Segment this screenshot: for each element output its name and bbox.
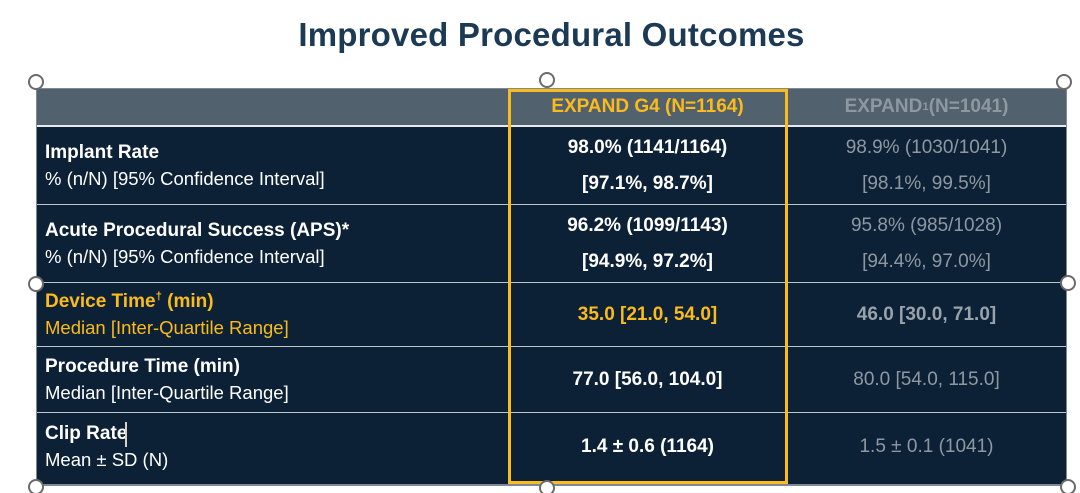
- resize-handle-bottom-right[interactable]: [1060, 479, 1076, 493]
- resize-handle-top-center[interactable]: [539, 72, 555, 88]
- header-expand-base: EXPAND: [844, 96, 923, 117]
- cell-expand-g4-value[interactable]: 1.4 ± 0.6 (1164): [581, 436, 714, 457]
- cell-expand-value[interactable]: 1.5 ± 0.1 (1041): [859, 436, 994, 457]
- cell-expand-g4-value[interactable]: 98.0% (1141/1164) [97.1%, 98.7%]: [567, 136, 728, 194]
- cell-expand-value[interactable]: 80.0 [54.0, 115.0]: [853, 368, 1000, 390]
- table-header-row: EXPAND G4 (N=1164) EXPAND 1 (N=1041): [37, 89, 1066, 127]
- metric-subtitle: Median [Inter-Quartile Range]: [45, 316, 289, 338]
- cell-expand-g4-value[interactable]: 96.2% (1099/1143) [94.9%, 97.2%]: [567, 214, 728, 272]
- header-cell-expand-g4[interactable]: EXPAND G4 (N=1164): [551, 96, 744, 117]
- metric-name: Device Time† (min): [45, 290, 214, 312]
- table-row-clip-rate: Clip Rate Mean ± SD (N) 1.4 ± 0.6 (1164)…: [37, 412, 1066, 481]
- table-row-device-time: Device Time† (min) Median [Inter-Quartil…: [37, 282, 1066, 346]
- resize-handle-bottom-left[interactable]: [28, 479, 44, 493]
- outcomes-table[interactable]: EXPAND G4 (N=1164) EXPAND 1 (N=1041) Impl…: [36, 88, 1067, 486]
- cell-metric[interactable]: Procedure Time (min) Median [Inter-Quart…: [37, 347, 508, 412]
- resize-handle-top-right[interactable]: [1056, 74, 1072, 90]
- header-cell-metric[interactable]: [37, 89, 508, 125]
- cell-expand-value[interactable]: 95.8% (985/1028) [94.4%, 97.0%]: [850, 214, 1003, 272]
- metric-name: Acute Procedural Success (APS)*: [45, 219, 350, 241]
- metric-subtitle: Median [Inter-Quartile Range]: [45, 381, 289, 403]
- cell-metric[interactable]: Clip Rate Mean ± SD (N): [37, 413, 508, 481]
- metric-subtitle: Mean ± SD (N): [45, 449, 169, 470]
- metric-subtitle: % (n/N) [95% Confidence Interval]: [45, 167, 325, 189]
- metric-name: Clip Rate: [45, 423, 128, 444]
- header-expand-n: (N=1041): [928, 96, 1009, 117]
- text-cursor-caret: [125, 422, 127, 447]
- table-row-implant-rate: Implant Rate % (n/N) [95% Confidence Int…: [37, 127, 1066, 204]
- cell-expand-g4-value[interactable]: 35.0 [21.0, 54.0]: [577, 303, 718, 325]
- resize-handle-middle-right[interactable]: [1060, 275, 1076, 291]
- cell-expand-value[interactable]: 98.9% (1030/1041) [98.1%, 99.5%]: [845, 136, 1008, 194]
- resize-handle-middle-left[interactable]: [28, 276, 44, 292]
- cell-expand-value[interactable]: 46.0 [30.0, 71.0]: [856, 303, 997, 325]
- slide-title[interactable]: Improved Procedural Outcomes: [298, 16, 805, 53]
- resize-handle-top-left[interactable]: [28, 74, 44, 90]
- cell-metric[interactable]: Device Time† (min) Median [Inter-Quartil…: [37, 283, 508, 346]
- cell-expand-g4-value[interactable]: 77.0 [56.0, 104.0]: [572, 368, 723, 390]
- table-row-acute-procedural-success: Acute Procedural Success (APS)* % (n/N) …: [37, 204, 1066, 282]
- metric-subtitle: % (n/N) [95% Confidence Interval]: [45, 245, 325, 267]
- metric-name: Implant Rate: [45, 141, 160, 163]
- resize-handle-bottom-center[interactable]: [539, 480, 555, 493]
- cell-metric[interactable]: Implant Rate % (n/N) [95% Confidence Int…: [37, 127, 508, 204]
- header-cell-expand[interactable]: EXPAND 1 (N=1041): [844, 96, 1009, 117]
- cell-metric[interactable]: Acute Procedural Success (APS)* % (n/N) …: [37, 205, 508, 282]
- table-row-procedure-time: Procedure Time (min) Median [Inter-Quart…: [37, 346, 1066, 412]
- metric-name: Procedure Time (min): [45, 355, 240, 377]
